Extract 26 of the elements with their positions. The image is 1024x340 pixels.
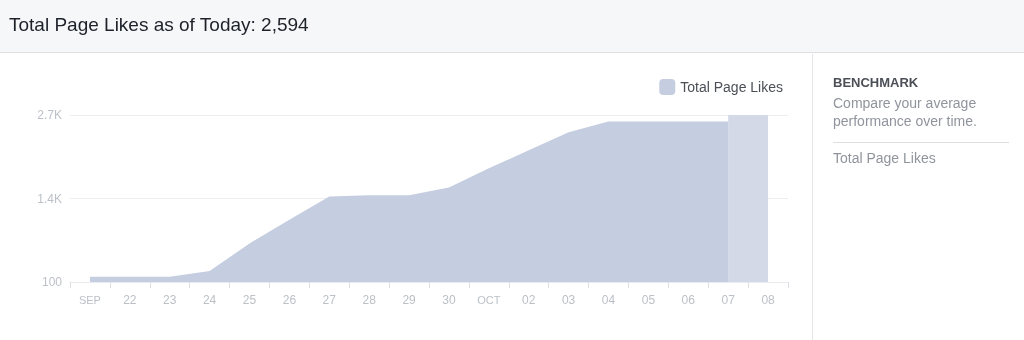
x-tick-label: 23: [163, 293, 177, 307]
x-tick-label: 29: [402, 293, 417, 307]
x-tick-label: 30: [442, 293, 456, 307]
y-tick-label: 2.7K: [37, 108, 62, 122]
x-tick-label: 03: [561, 293, 576, 307]
x-tick-label: 24: [202, 293, 217, 307]
text: BENCHMARK: [833, 74, 920, 92]
x-tick-label: 27: [322, 293, 337, 307]
x-tick-label: 08: [761, 293, 776, 307]
y-tick-label: 100: [41, 275, 63, 289]
x-tick-label: 25: [242, 293, 257, 307]
x-tick-label: 28: [362, 293, 377, 307]
y-tick-label: 1.4K: [37, 191, 62, 206]
legend-label: Total Page Likes: [680, 79, 783, 95]
x-tick-label: 02: [522, 293, 536, 307]
x-tick-label: 26: [282, 293, 297, 307]
x-tick-label: 05: [641, 293, 656, 307]
x-tick-label: SEP: [78, 293, 101, 306]
x-tick-label: 06: [681, 293, 696, 307]
x-tick-label: OCT: [477, 293, 501, 306]
chart-title: Total Page Likes as of Today: 2,594: [9, 14, 309, 36]
text: Total Page Likes: [833, 142, 1009, 167]
text: Compare your average performance over time.: [833, 94, 978, 130]
x-tick-label: 04: [601, 293, 616, 307]
x-tick-label: 22: [123, 293, 137, 307]
x-tick-label: 07: [721, 293, 736, 307]
